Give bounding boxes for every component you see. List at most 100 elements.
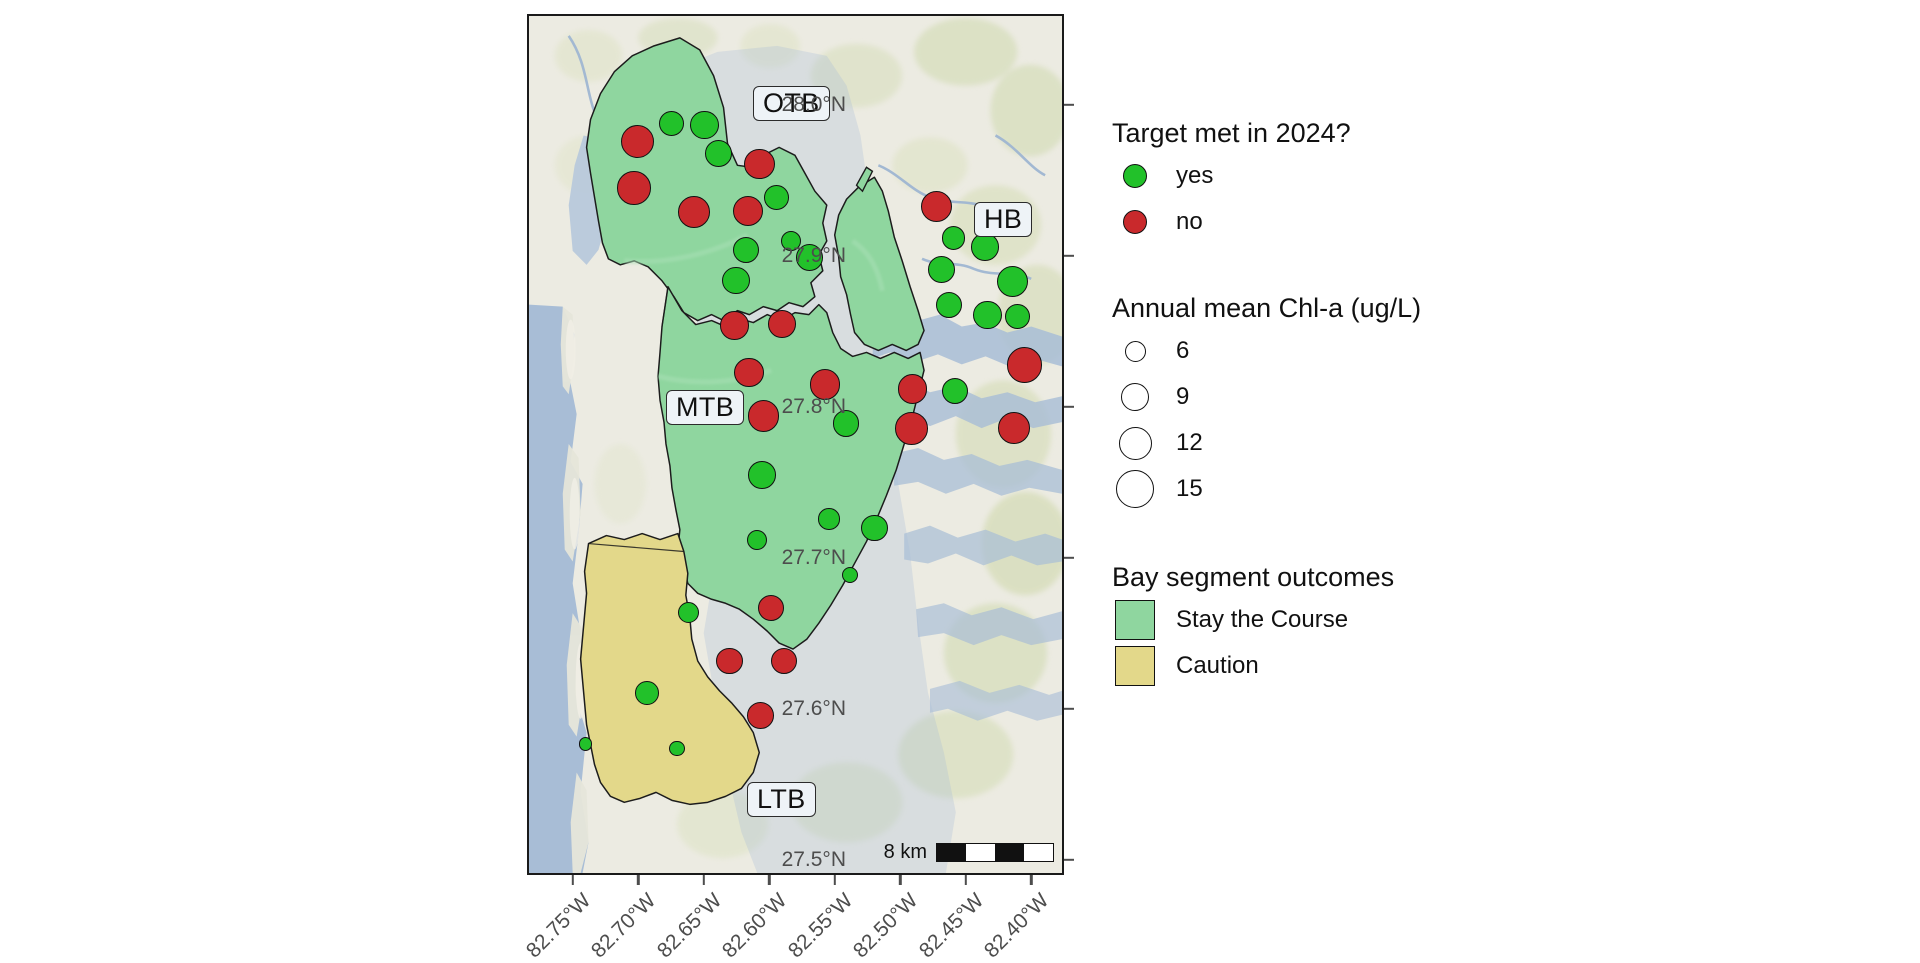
legend-chla-size: Annual mean Chl-a (ug/L) 6 9 12 15 bbox=[1112, 293, 1812, 512]
y-axis-tick-mark bbox=[1064, 707, 1074, 711]
station-point[interactable] bbox=[941, 377, 968, 404]
legend-bay-outcome-label: Caution bbox=[1176, 652, 1259, 679]
legend-bay-outcomes: Bay segment outcomes Stay the Course Caut… bbox=[1112, 562, 1812, 689]
legend-chla-size-item[interactable]: 9 bbox=[1112, 374, 1812, 420]
station-point[interactable] bbox=[970, 233, 999, 261]
station-point[interactable] bbox=[617, 171, 651, 205]
legend-target-met-title: Target met in 2024? bbox=[1112, 118, 1351, 148]
station-point[interactable] bbox=[744, 148, 775, 180]
x-axis-tick-label: 82.50°W bbox=[849, 889, 923, 963]
station-point[interactable] bbox=[635, 680, 659, 705]
scale-bar-blocks bbox=[936, 843, 1054, 862]
legend-target-met: Target met in 2024? yes no bbox=[1112, 118, 1812, 245]
station-point[interactable] bbox=[1005, 304, 1030, 329]
legend-target-met-label: yes bbox=[1176, 162, 1214, 189]
x-axis-tick-label: 82.60°W bbox=[718, 889, 792, 963]
station-point[interactable] bbox=[997, 412, 1030, 445]
x-axis-tick-label: 82.40°W bbox=[980, 889, 1054, 963]
station-point[interactable] bbox=[733, 237, 760, 264]
scale-bar: 8 km bbox=[884, 841, 1054, 864]
station-point[interactable] bbox=[620, 124, 655, 159]
station-point[interactable] bbox=[705, 140, 733, 167]
station-point[interactable] bbox=[690, 110, 719, 139]
segment-label-otb: OTB bbox=[753, 86, 830, 122]
y-axis-tick-mark bbox=[1064, 103, 1074, 106]
legend-target-met-item[interactable]: no bbox=[1112, 199, 1812, 245]
legend-bay-outcome-item[interactable]: Stay the Course bbox=[1112, 597, 1812, 643]
legend-chla-size-title: Annual mean Chl-a (ug/L) bbox=[1112, 293, 1422, 323]
station-point[interactable] bbox=[841, 566, 859, 584]
y-axis-tick-label: 27.6°N bbox=[781, 696, 846, 720]
legend-color-dot bbox=[1112, 164, 1158, 188]
x-axis-tick-mark bbox=[1030, 875, 1033, 885]
legend-bay-outcome-item[interactable]: Caution bbox=[1112, 643, 1812, 689]
station-point[interactable] bbox=[832, 410, 860, 438]
station-point[interactable] bbox=[771, 647, 798, 674]
station-point[interactable] bbox=[678, 601, 700, 624]
map-panel[interactable]: OTB HB MTB LTB 8 km bbox=[527, 14, 1064, 875]
station-point[interactable] bbox=[920, 190, 952, 222]
scale-bar-label: 8 km bbox=[883, 841, 927, 863]
segment-label-mtb: MTB bbox=[666, 390, 745, 426]
legend-target-met-label: no bbox=[1176, 208, 1203, 235]
x-axis-tick-mark bbox=[702, 875, 706, 885]
station-point[interactable] bbox=[898, 374, 928, 404]
station-point[interactable] bbox=[722, 266, 750, 295]
station-point[interactable] bbox=[973, 300, 1002, 330]
station-point[interactable] bbox=[747, 400, 780, 433]
station-point[interactable] bbox=[732, 195, 763, 226]
legend-color-swatch bbox=[1112, 646, 1158, 686]
legend-bay-outcomes-title: Bay segment outcomes bbox=[1112, 562, 1395, 592]
station-point[interactable] bbox=[678, 196, 710, 229]
x-axis-tick-mark bbox=[964, 875, 967, 885]
y-axis-tick-label: 27.5°N bbox=[781, 847, 846, 871]
legend-chla-size-item[interactable]: 12 bbox=[1112, 420, 1812, 466]
x-axis-tick-label: 82.55°W bbox=[783, 889, 858, 963]
basemap bbox=[529, 16, 1062, 873]
legend-size-circle bbox=[1112, 426, 1158, 460]
station-point[interactable] bbox=[659, 110, 685, 136]
station-point[interactable] bbox=[747, 701, 775, 729]
x-axis-tick-label: 82.70°W bbox=[587, 889, 661, 963]
station-point[interactable] bbox=[936, 291, 963, 318]
legend-bay-outcome-label: Stay the Course bbox=[1176, 606, 1349, 633]
legend-color-swatch bbox=[1112, 600, 1158, 640]
y-axis-tick-label: 27.9°N bbox=[781, 243, 846, 267]
station-point[interactable] bbox=[764, 184, 789, 210]
segment-label-hb: HB bbox=[974, 202, 1033, 238]
station-point[interactable] bbox=[746, 530, 767, 551]
x-axis-tick-mark bbox=[899, 875, 902, 885]
station-point[interactable] bbox=[758, 595, 785, 622]
station-point[interactable] bbox=[861, 514, 889, 542]
x-axis-tick-mark bbox=[833, 875, 836, 885]
station-point[interactable] bbox=[928, 256, 955, 284]
station-point[interactable] bbox=[1006, 347, 1042, 383]
station-point[interactable] bbox=[941, 226, 966, 250]
station-point[interactable] bbox=[720, 311, 749, 340]
station-point[interactable] bbox=[767, 310, 796, 338]
legend-size-circle bbox=[1112, 383, 1158, 411]
station-point[interactable] bbox=[748, 461, 776, 490]
y-axis-tick-mark bbox=[1064, 556, 1074, 559]
station-point[interactable] bbox=[809, 369, 841, 400]
legend-target-met-item[interactable]: yes bbox=[1112, 153, 1812, 199]
segment-label-ltb: LTB bbox=[747, 782, 816, 818]
legend-size-circle bbox=[1112, 340, 1158, 362]
station-point[interactable] bbox=[895, 412, 928, 445]
legend-chla-size-label: 9 bbox=[1176, 383, 1190, 410]
station-point[interactable] bbox=[669, 740, 685, 757]
station-point[interactable] bbox=[996, 266, 1028, 298]
station-point[interactable] bbox=[734, 357, 764, 388]
legend-size-circle bbox=[1112, 470, 1158, 508]
legend-chla-size-item[interactable]: 15 bbox=[1112, 466, 1812, 512]
station-point[interactable] bbox=[715, 647, 743, 675]
station-point[interactable] bbox=[578, 737, 593, 751]
station-point[interactable] bbox=[818, 508, 840, 530]
y-axis-tick-mark bbox=[1064, 858, 1074, 862]
legend-color-dot bbox=[1112, 210, 1158, 234]
legend-chla-size-item[interactable]: 6 bbox=[1112, 328, 1812, 374]
x-axis-tick-mark bbox=[637, 875, 640, 885]
legend-chla-size-label: 15 bbox=[1176, 475, 1203, 502]
station-point[interactable] bbox=[795, 244, 823, 272]
station-point[interactable] bbox=[780, 230, 802, 252]
